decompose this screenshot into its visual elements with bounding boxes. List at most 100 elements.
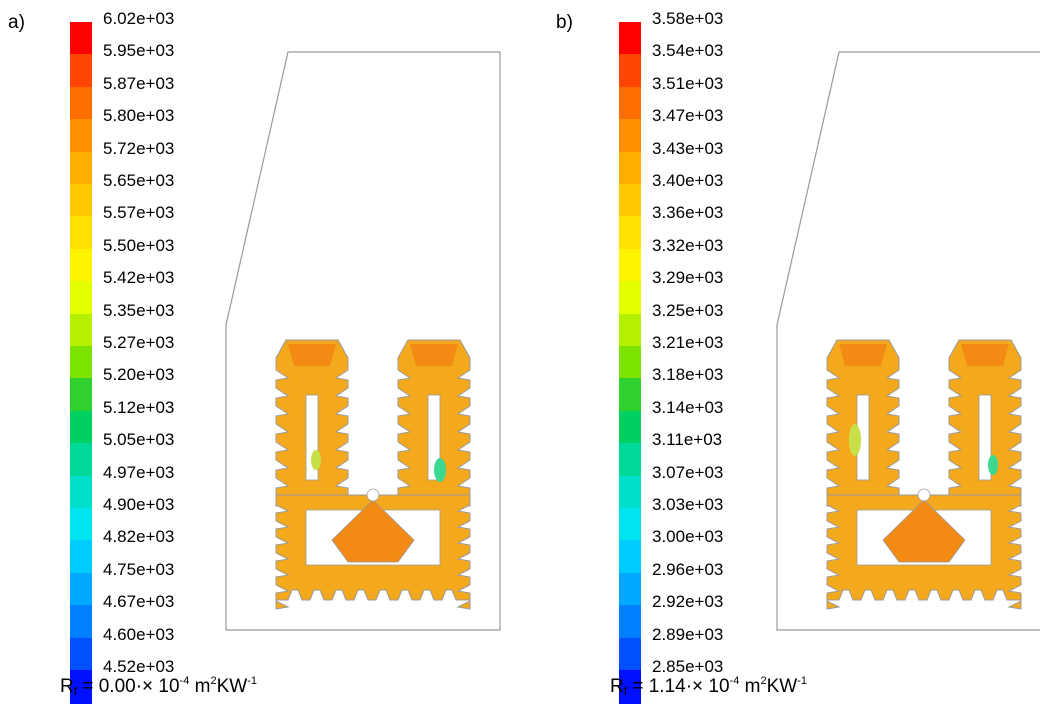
colorbar-swatch [70, 605, 92, 640]
colorbar-swatch [70, 508, 92, 542]
cool-spot [311, 450, 321, 470]
colorbar-tick-label: 2.96e+03 [652, 559, 724, 579]
colorbar-swatch [619, 119, 641, 154]
colorbar-swatch [70, 346, 92, 380]
colorbar-tick-label: 3.40e+03 [652, 171, 724, 190]
colorbar-swatch [619, 216, 641, 251]
hot-zone [961, 344, 1009, 366]
colorbar-tick-label: 5.20e+03 [103, 365, 175, 385]
colorbar-tick-label: 3.07e+03 [652, 462, 724, 482]
colorbar-swatch [619, 346, 641, 380]
colorbar-swatch [70, 119, 92, 154]
colorbar-swatch [619, 475, 641, 510]
panel-label-a: a) [8, 12, 25, 33]
pivot [917, 488, 931, 502]
colorbar-tick-label: 3.11e+03 [652, 430, 723, 450]
colorbar-swatch [70, 443, 92, 478]
colorbar-swatch [70, 248, 92, 283]
heat-sink [275, 339, 471, 610]
colorbar-tick-label: 5.95e+03 [103, 41, 175, 61]
colorbar-tick-label: 3.47e+03 [652, 106, 724, 126]
colorbar-tick-label: 3.25e+03 [652, 300, 724, 320]
colorbar-tick-label: 3.21e+03 [652, 333, 724, 352]
colorbar-tick-label: 3.18e+03 [652, 365, 724, 385]
colorbar-tick-label: 3.29e+03 [652, 268, 724, 288]
colorbar-swatch [619, 313, 641, 348]
colorbar-swatch [619, 248, 641, 283]
colorbar-swatch [70, 540, 92, 575]
colorbar-swatch [70, 216, 92, 251]
cool-spot [849, 424, 861, 456]
colorbar-tick-label: 4.90e+03 [103, 495, 175, 514]
colorbar-swatch [619, 443, 641, 478]
colorbar-tick-label: 3.36e+03 [652, 203, 724, 223]
colorbar-swatch [70, 281, 92, 316]
hot-zone [288, 344, 336, 366]
colorbar-swatch [619, 281, 641, 316]
colorbar-swatch [70, 86, 92, 121]
pivot [366, 488, 380, 502]
panel-label-b: b) [556, 12, 573, 33]
colorbar-swatch [619, 22, 641, 56]
colorbar-tick-label: 3.00e+03 [652, 527, 724, 547]
cool-spot [434, 458, 446, 482]
colorbar-swatch [619, 508, 641, 542]
cool-spot [988, 455, 998, 475]
colorbar-swatch [70, 184, 92, 218]
inner-core [331, 499, 415, 563]
colorbar-tick-label: 5.12e+03 [103, 397, 175, 417]
colorbar-swatch [70, 670, 92, 704]
colorbar-swatch [619, 151, 641, 186]
hot-zone [839, 344, 887, 366]
colorbar-swatch [619, 86, 641, 121]
colorbar-tick-label: 2.85e+03 [652, 657, 724, 676]
colorbar-tick-label: 5.57e+03 [103, 203, 175, 223]
colorbar-tick-label: 3.03e+03 [652, 495, 724, 514]
temperature-field-a [225, 51, 501, 631]
inner-core [882, 499, 966, 563]
colorbar-tick-label: 4.52e+03 [103, 657, 175, 676]
colorbar-swatch [70, 637, 92, 672]
colorbar-swatch [619, 670, 641, 704]
colorbar-tick-label: 5.42e+03 [103, 268, 175, 288]
heat-sink [826, 339, 1022, 610]
colorbar-swatch [70, 54, 92, 89]
colorbar-swatch [619, 540, 641, 575]
colorbar-tick-label: 6.02e+03 [103, 9, 175, 28]
colorbar-tick-label: 3.43e+03 [652, 138, 724, 158]
enclosure-outline [776, 51, 1040, 631]
colorbar-tick-label: 5.65e+03 [103, 171, 175, 190]
colorbar-swatch [70, 313, 92, 348]
colorbar-tick-label: 3.32e+03 [652, 235, 724, 255]
colorbar-swatch [619, 637, 641, 672]
colorbar-swatch [70, 410, 92, 445]
colorbar-tick-label: 4.97e+03 [103, 462, 175, 482]
colorbar-swatch [619, 572, 641, 607]
fin-slot [427, 394, 441, 481]
colorbar-tick-label: 4.67e+03 [103, 592, 175, 612]
colorbar-tick-label: 5.05e+03 [103, 430, 175, 450]
colorbar-tick-label: 3.51e+03 [652, 73, 724, 93]
colorbar-tick-label: 5.87e+03 [103, 73, 175, 93]
colorbar-tick-label: 5.72e+03 [103, 138, 175, 158]
colorbar-swatch [70, 572, 92, 607]
colorbar-tick-label: 5.50e+03 [103, 235, 175, 255]
colorbar-tick-label: 3.54e+03 [652, 41, 724, 61]
fin-slot [978, 394, 992, 481]
colorbar-swatch [619, 184, 641, 218]
caption-a: Rf = 0.00·× 10-4 m2KW-1 [60, 675, 257, 698]
colorbar-tick-label: 5.35e+03 [103, 300, 175, 320]
colorbar-tick-label: 4.82e+03 [103, 527, 175, 547]
colorbar-swatch [70, 22, 92, 56]
colorbar-tick-label: 2.92e+03 [652, 592, 724, 612]
enclosure-outline [225, 51, 501, 631]
colorbar-swatch [619, 410, 641, 445]
hot-zone [410, 344, 458, 366]
colorbar-swatch [70, 378, 92, 413]
colorbar-tick-label: 4.75e+03 [103, 559, 175, 579]
colorbar-tick-label: 4.60e+03 [103, 624, 175, 644]
colorbar-tick-label: 3.58e+03 [652, 9, 724, 28]
colorbar-tick-label: 5.27e+03 [103, 333, 175, 352]
colorbar-tick-label: 5.80e+03 [103, 106, 175, 126]
colorbar-swatch [619, 54, 641, 89]
